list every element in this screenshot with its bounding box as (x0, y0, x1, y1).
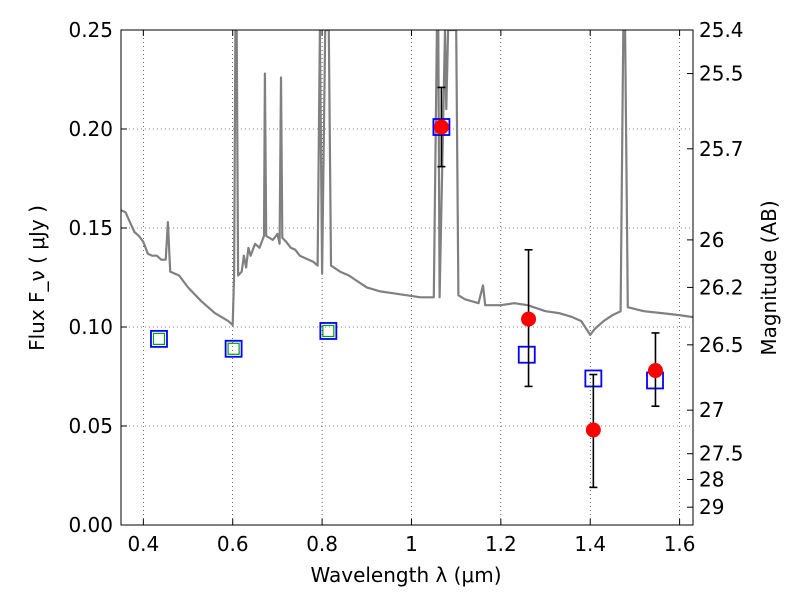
model-spectrum (121, 30, 693, 336)
measured-flux-point (585, 422, 601, 438)
observed-flux-square (152, 332, 166, 345)
magnitude-tick-labels: 25.4 25.5 25.7 26 26.2 26.5 27 27.528 29 (699, 18, 744, 519)
x-tick-label: 1.4 (574, 532, 606, 556)
model-spectrum-line (121, 30, 693, 336)
x-tick-labels: 0.4 0.6 0.8 1 1.2 1.4 1.6 (127, 532, 695, 556)
magnitude-tick-label: 27.5 (699, 442, 744, 466)
y-tick-label: 0.00 (68, 513, 113, 537)
y-tick-label: 0.05 (68, 414, 113, 438)
magnitude-tick-label: 27 (699, 398, 724, 422)
y-tick-label: 0.25 (68, 18, 113, 42)
photometry-markers (150, 86, 664, 489)
magnitude-tick-label: 28 (699, 467, 724, 491)
model-flux-square (150, 329, 168, 348)
x-tick-label: 1.2 (485, 532, 517, 556)
x-tick-label: 0.4 (127, 532, 159, 556)
measured-flux-point (647, 363, 663, 379)
magnitude-tick-label: 29 (699, 495, 724, 519)
y-axis-label: Flux F_ν ( μJy ) (25, 205, 49, 351)
y-tick-labels: 0.00 0.05 0.10 0.15 0.20 0.25 (68, 18, 113, 537)
x-tick-label: 1.6 (664, 532, 696, 556)
y-tick-label: 0.10 (68, 315, 113, 339)
magnitude-axis-label: Magnitude (AB) (757, 200, 781, 355)
magnitude-tick-label: 25.4 (699, 18, 744, 42)
magnitude-tick-label: 25.7 (699, 137, 744, 161)
observed-flux-square (322, 324, 335, 338)
plot-background (121, 30, 693, 525)
x-tick-label: 1 (405, 532, 418, 556)
magnitude-tick-label: 26.5 (699, 333, 744, 357)
measured-flux-point (521, 311, 537, 327)
plot-frame (120, 29, 694, 526)
measured-flux-point (433, 119, 449, 135)
model-flux-square (224, 339, 243, 358)
x-axis-label: Wavelength λ (μm) (310, 563, 501, 587)
x-tick-label: 0.8 (306, 532, 338, 556)
x-tick-label: 0.6 (217, 532, 249, 556)
y-tick-label: 0.20 (68, 117, 113, 141)
y-tick-label: 0.15 (68, 216, 113, 240)
magnitude-tick-label: 26.2 (699, 275, 744, 299)
observed-flux-square (227, 342, 240, 355)
model-flux-square (319, 322, 338, 340)
model-flux-square (517, 345, 536, 364)
magnitude-tick-label: 26 (699, 228, 724, 252)
magnitude-tick-label: 25.5 (699, 62, 744, 86)
ticks (121, 29, 693, 526)
